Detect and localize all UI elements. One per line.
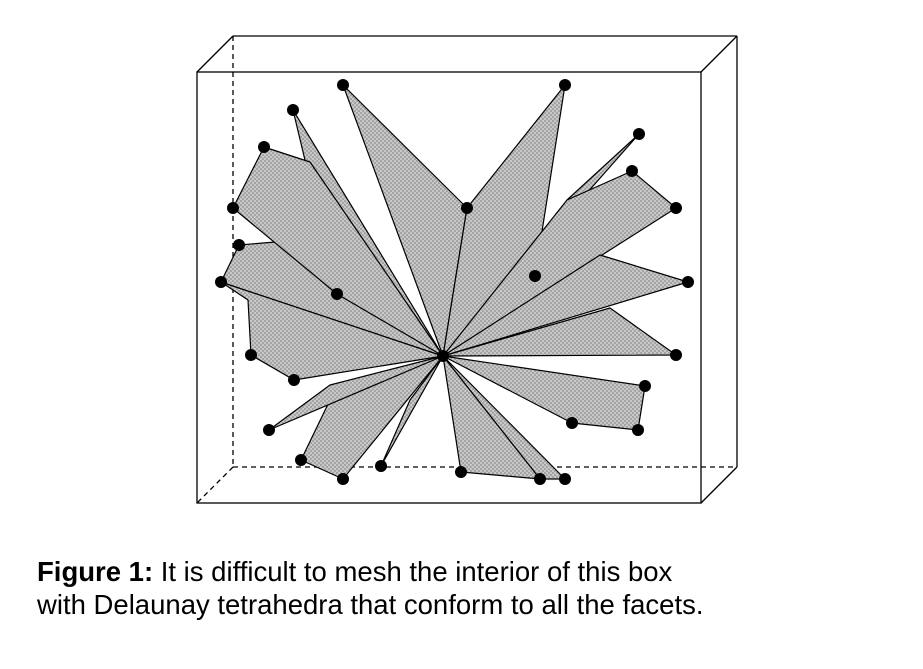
box-facets-figure — [196, 35, 738, 504]
vertex-point — [566, 417, 578, 429]
vertices — [215, 79, 694, 485]
facet — [268, 355, 444, 431]
vertex-point — [682, 276, 694, 288]
facets — [220, 84, 689, 480]
vertex-point — [437, 350, 449, 362]
vertex-point — [375, 460, 387, 472]
figure-caption: Figure 1: It is difficult to mesh the in… — [37, 555, 897, 621]
vertex-point — [670, 349, 682, 361]
vertex-point — [295, 454, 307, 466]
vertex-point — [455, 466, 467, 478]
vertex-point — [670, 202, 682, 214]
facet — [232, 146, 444, 357]
box-visible-edges — [196, 35, 738, 504]
vertex-point — [559, 473, 571, 485]
vertex-point — [227, 202, 239, 214]
vertex-point — [529, 270, 541, 282]
caption-line-1: Figure 1: It is difficult to mesh the in… — [37, 555, 897, 588]
vertex-point — [331, 288, 343, 300]
vertex-point — [632, 424, 644, 436]
facet — [442, 355, 541, 480]
vertex-point — [215, 276, 227, 288]
caption-text-1: It is difficult to mesh the interior of … — [160, 556, 673, 587]
caption-label: Figure 1: — [37, 556, 154, 587]
vertex-point — [633, 128, 645, 140]
vertex-point — [258, 141, 270, 153]
vertex-point — [287, 104, 299, 116]
vertex-point — [288, 374, 300, 386]
vertex-point — [534, 473, 546, 485]
facet — [380, 355, 444, 467]
caption-line-2: with Delaunay tetrahedra that conform to… — [37, 589, 704, 620]
vertex-point — [626, 165, 638, 177]
vertex-point — [639, 380, 651, 392]
vertex-point — [559, 79, 571, 91]
vertex-point — [337, 79, 349, 91]
vertex-point — [245, 349, 257, 361]
vertex-point — [263, 424, 275, 436]
vertex-point — [233, 239, 245, 251]
facet — [442, 307, 677, 357]
facet — [442, 254, 689, 357]
vertex-point — [461, 202, 473, 214]
vertex-point — [337, 473, 349, 485]
